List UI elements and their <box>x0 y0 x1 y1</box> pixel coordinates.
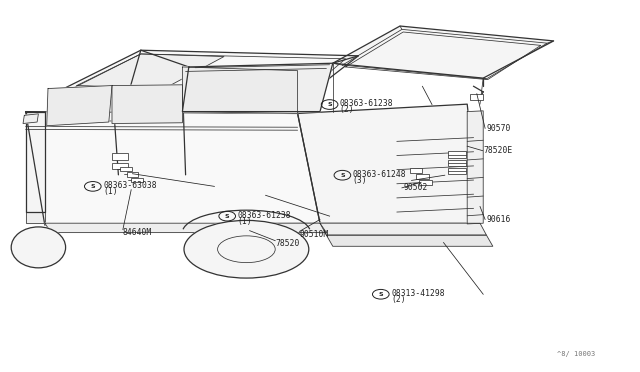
Text: S: S <box>378 292 383 297</box>
Text: 08313-41298: 08313-41298 <box>391 289 445 298</box>
Polygon shape <box>51 50 358 100</box>
Text: 90502: 90502 <box>403 183 428 192</box>
Bar <box>112 163 128 169</box>
Polygon shape <box>182 63 333 112</box>
Text: 78520: 78520 <box>275 239 300 248</box>
Ellipse shape <box>11 227 65 268</box>
Bar <box>410 168 422 173</box>
Bar <box>127 172 138 177</box>
Polygon shape <box>333 26 554 78</box>
Text: S: S <box>327 102 332 107</box>
Text: (1): (1) <box>237 217 252 226</box>
Ellipse shape <box>184 220 309 278</box>
Bar <box>448 168 466 174</box>
Text: 90510M: 90510M <box>300 230 329 239</box>
Bar <box>120 167 132 171</box>
Polygon shape <box>26 112 45 212</box>
Text: 08363-61238: 08363-61238 <box>340 99 394 108</box>
Polygon shape <box>26 212 45 223</box>
Bar <box>112 153 128 160</box>
Text: 08363-61238: 08363-61238 <box>237 211 291 219</box>
Bar <box>131 178 143 182</box>
Polygon shape <box>467 111 483 224</box>
Text: 90570: 90570 <box>486 124 511 133</box>
Polygon shape <box>112 85 182 124</box>
Bar <box>416 174 429 179</box>
Polygon shape <box>182 67 298 113</box>
Text: 84640M: 84640M <box>123 228 152 237</box>
Text: S: S <box>340 173 345 178</box>
Text: ^8/ 10003: ^8/ 10003 <box>557 351 595 357</box>
Text: 08363-61248: 08363-61248 <box>353 170 406 179</box>
Text: (2): (2) <box>391 295 406 304</box>
Bar <box>448 160 466 166</box>
Text: 78520E: 78520E <box>483 146 513 155</box>
Bar <box>470 94 483 100</box>
Bar <box>419 180 432 185</box>
Text: (1): (1) <box>103 187 118 196</box>
Polygon shape <box>320 223 486 235</box>
Polygon shape <box>26 112 320 225</box>
Text: S: S <box>225 214 230 219</box>
Bar <box>448 151 466 158</box>
Text: S: S <box>90 184 95 189</box>
Polygon shape <box>326 235 493 246</box>
Polygon shape <box>23 114 38 124</box>
Polygon shape <box>47 86 112 126</box>
Text: (2): (2) <box>340 105 355 114</box>
Polygon shape <box>45 223 326 232</box>
Polygon shape <box>77 54 224 87</box>
Text: 90616: 90616 <box>486 215 511 224</box>
Text: (3): (3) <box>353 176 367 185</box>
Polygon shape <box>298 104 480 223</box>
Text: 08363-63038: 08363-63038 <box>103 181 157 190</box>
